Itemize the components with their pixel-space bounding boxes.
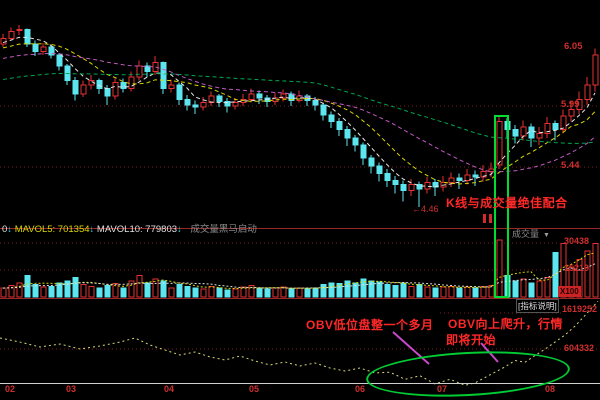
month-label: 05 [249, 384, 260, 394]
down-arrow-icon: ↓ [177, 224, 182, 235]
month-label: 08 [545, 384, 556, 394]
chevron-down-icon: ▼ [543, 232, 550, 239]
annotation-kline-volume: K线与成交量绝佳配合 [446, 196, 568, 210]
annotation-obv-consolidation: OBV低位盘整一个多月 [306, 318, 434, 332]
volume-scale-mid: 15219 [564, 263, 590, 273]
pane-separators [0, 228, 600, 384]
volume-pane-selector[interactable]: 成交量 ▼ [512, 227, 550, 240]
price-label-low: 5.44 [561, 160, 580, 171]
obv-scale-high: 1619252 [562, 304, 598, 314]
month-label: 03 [66, 384, 77, 394]
indicator-help-button[interactable]: [指标说明] [516, 299, 559, 313]
vol-prefix: 0 [2, 224, 8, 235]
month-label: 07 [437, 384, 448, 394]
month-label: 02 [5, 384, 16, 394]
annotation-obv-rise-line1: OBV向上爬升，行情 [448, 317, 564, 331]
mavol10-value: MAVOL10: 779803 [96, 224, 178, 235]
month-label: 06 [355, 384, 366, 394]
watermark-text: 成交量黑马启动 [190, 224, 257, 235]
price-label-high: 6.05 [564, 41, 583, 52]
volume-scale-max: 30438 [564, 236, 590, 246]
down-arrow-icon: ↓ [89, 224, 95, 235]
mavol5-value: MAVOL5: 701354 [14, 224, 90, 235]
down-arrow-icon: ↓ [7, 224, 13, 235]
price-label-mid: 5.99 [561, 99, 580, 110]
volume-unit-chip: X100 [558, 286, 581, 297]
obv-scale-mid: 604332 [564, 343, 595, 353]
highlight-box [494, 115, 509, 298]
volume-pane-label: 成交量 [512, 229, 540, 239]
volume-ma-readout: 0↓ MAVOL5: 701354↓ MAVOL10: 779803↓ 成交量黑… [2, 225, 257, 235]
annotation-obv-rise-line2: 即将开始 [446, 333, 497, 347]
low-price-callout: ←4.46 [412, 204, 439, 214]
month-label: 04 [164, 384, 175, 394]
red-tick-marks [483, 214, 492, 223]
pointer-lines [392, 331, 499, 365]
